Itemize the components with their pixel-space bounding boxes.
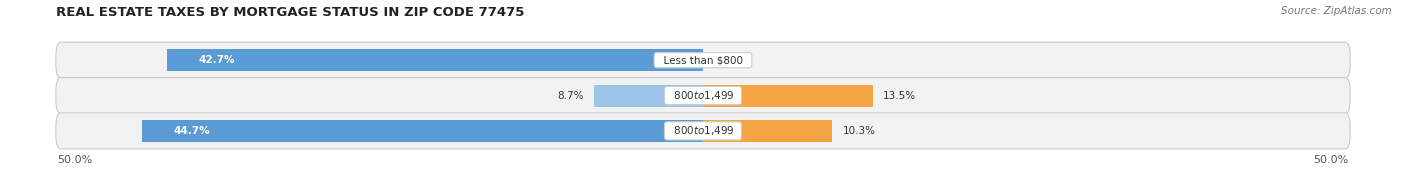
Text: Source: ZipAtlas.com: Source: ZipAtlas.com: [1281, 6, 1392, 16]
Text: Less than $800: Less than $800: [657, 55, 749, 65]
Text: 13.5%: 13.5%: [883, 90, 915, 101]
Text: REAL ESTATE TAXES BY MORTGAGE STATUS IN ZIP CODE 77475: REAL ESTATE TAXES BY MORTGAGE STATUS IN …: [56, 6, 524, 19]
Bar: [593, 85, 703, 106]
FancyBboxPatch shape: [56, 78, 1350, 113]
FancyBboxPatch shape: [56, 42, 1350, 78]
Text: 10.3%: 10.3%: [842, 126, 876, 136]
Bar: [703, 85, 873, 106]
Bar: [142, 120, 703, 142]
Text: 0.0%: 0.0%: [716, 55, 742, 65]
Text: 44.7%: 44.7%: [173, 126, 209, 136]
FancyBboxPatch shape: [56, 113, 1350, 149]
Bar: [167, 49, 703, 71]
Text: $800 to $1,499: $800 to $1,499: [666, 89, 740, 102]
Text: 8.7%: 8.7%: [557, 90, 583, 101]
Text: 42.7%: 42.7%: [198, 55, 235, 65]
Text: $800 to $1,499: $800 to $1,499: [666, 124, 740, 137]
Bar: [703, 120, 832, 142]
